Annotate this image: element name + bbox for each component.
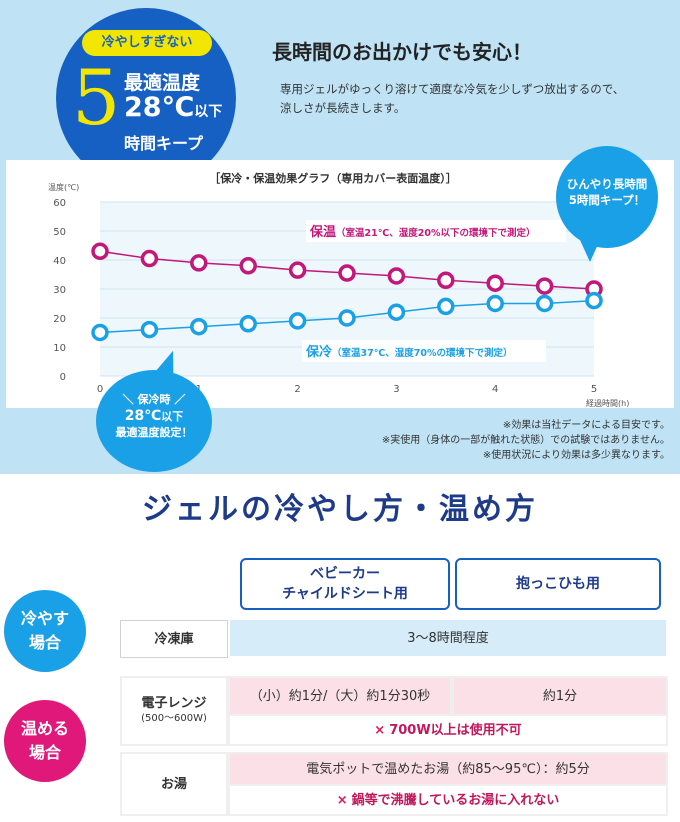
row-label-hotwater: お湯 [122,754,226,814]
temperature-chart: 0102030405060012345温度(℃)経過時間(h)［保冷・保温効果グ… [48,171,629,408]
microwave-carrier-value: 約1分 [454,678,666,714]
data-point [190,317,208,336]
bubble-left-temp: 28℃ [124,408,162,424]
data-point [338,264,356,282]
row-label-freezer: 冷凍庫 [120,620,228,658]
y-tick-label: 10 [53,343,66,354]
row-label-microwave: 電子レンジ (500～600W) [122,678,226,744]
x-tick-label: 2 [294,384,300,395]
y-tick-label: 40 [53,256,66,267]
data-point [437,271,455,290]
series-label-bg [306,220,566,242]
badge-pill: 冷やしすぎない [82,30,212,56]
badge-line2-main: 28℃ [124,92,195,123]
data-point [140,249,159,268]
speech-bubble-left-text: ＼ 保冷時 ／ 28℃以下 最適温度設定！ [96,392,212,441]
freezer-value: 3～8時間程度 [230,620,666,656]
note-line: ※効果は当社データによる目安です。 [502,420,670,431]
bubble-right-line: 5時間キープ！ [568,193,646,207]
data-point [190,254,208,272]
badge-line3: 時間キープ [124,134,204,153]
badge-line2: 28℃以下 [124,92,222,123]
microwave-stroller-value: （小）約1分/（大）約1分30秒 [230,678,450,714]
x-tick-label: 3 [393,384,399,395]
notes: ※効果は当社データによる目安です。 ※実使用（身体の一部が触れた状態）での試験で… [330,418,670,463]
series-condition: （室温21℃、湿度20%以下の環境下で測定） [336,227,535,239]
series-name: 保冷 [305,344,332,360]
microwave-warning: × 700W以上は使用不可 [230,716,666,744]
data-point [486,274,504,292]
badge-line2-small: 以下 [194,104,223,120]
microwave-warning-text: 700W以上は使用不可 [389,722,522,738]
y-tick-label: 30 [53,285,66,296]
headline: 長時間のお出かけでも安心！ [272,40,532,64]
data-point [437,297,455,316]
note-line: ※使用状況により効果は多少異なります。 [482,450,670,461]
bubble-left-line2: 28℃以下 [96,408,212,425]
column-header-line: チャイルドシート用 [282,586,408,602]
y-axis-label: 温度(℃) [48,182,79,192]
note-line: ※実使用（身体の一部が触れた状態）での試験ではありません。 [381,435,670,446]
microwave-label: 電子レンジ [141,696,207,711]
data-point [288,312,307,330]
warm-label-circle: 温める 場合 [4,700,86,782]
data-point [387,303,406,321]
cross-icon: × [374,722,386,738]
data-point [140,320,159,339]
series-label-bg [302,340,546,362]
series-label: 保温（室温21℃、湿度20%以下の環境下で測定） [309,224,535,240]
speech-bubble-right [556,146,658,248]
y-tick-label: 50 [53,227,66,238]
bubble-left-line3: 最適温度設定！ [115,426,193,439]
column-header-carrier: 抱っこひも用 [455,558,661,610]
microwave-sub: (500～600W) [141,713,207,724]
cool-label-circle: 冷やす 場合 [4,590,86,672]
column-header-line: ベビーカー [310,566,380,582]
data-point [288,261,307,279]
series-condition: （室温37℃、湿度70%の環境下で測定） [332,347,512,359]
series-name: 保温 [309,224,336,240]
hotwater-value: 電気ポットで温めたお湯（約85～95℃）：約5分 [230,754,666,784]
description-line: 涼しさが長続きします。 [280,101,406,115]
x-tick-label: 5 [591,384,597,395]
cross-icon: × [336,792,348,808]
warm-label-line: 温める [20,719,69,738]
badge-number: 5 [72,53,121,142]
speech-bubble-right-text: ひんやり長時間 5時間キープ！ [556,176,658,208]
hotwater-warning: × 鍋等で沸騰しているお湯に入れない [230,786,666,814]
data-point [585,291,603,310]
bubble-left-temp-small: 以下 [161,410,184,423]
data-point [486,294,504,313]
y-tick-label: 20 [53,314,66,325]
description: 専用ジェルがゆっくり溶けて適度な冷気を少しずつ放出するので、 涼しさが長続きしま… [280,80,640,118]
cool-label-line: 場合 [28,633,61,652]
section-title: ジェルの冷やし方・温め方 [142,492,538,527]
bubble-right-line: ひんやり長時間 [566,177,648,191]
hotwater-warning-text: 鍋等で沸騰しているお湯に入れない [351,792,560,808]
series-label: 保冷（室温37℃、湿度70%の環境下で測定） [305,344,512,360]
bubble-left-line1: ＼ 保冷時 ／ [122,393,186,406]
data-point [338,309,356,327]
y-tick-label: 60 [53,198,66,209]
data-point [535,294,554,313]
badge-line1: 最適温度 [124,72,201,94]
data-point [91,242,109,261]
x-tick-label: 4 [492,384,498,395]
data-point [239,257,257,275]
data-point [387,267,406,285]
description-line: 専用ジェルがゆっくり溶けて適度な冷気を少しずつ放出するので、 [280,82,625,96]
cool-label-line: 冷やす [20,609,69,628]
y-tick-label: 0 [60,372,66,383]
x-tick-label: 0 [97,384,103,395]
data-point [239,315,257,333]
chart-title: ［保冷・保温効果グラフ（専用カバー表面温度）］ [209,171,457,185]
data-point [535,277,554,295]
speech-bubble-left [96,370,212,472]
column-header-stroller: ベビーカーチャイルドシート用 [240,558,450,610]
data-point [91,323,109,342]
x-axis-label: 経過時間(h) [586,398,629,408]
warm-label-line: 場合 [28,743,61,762]
